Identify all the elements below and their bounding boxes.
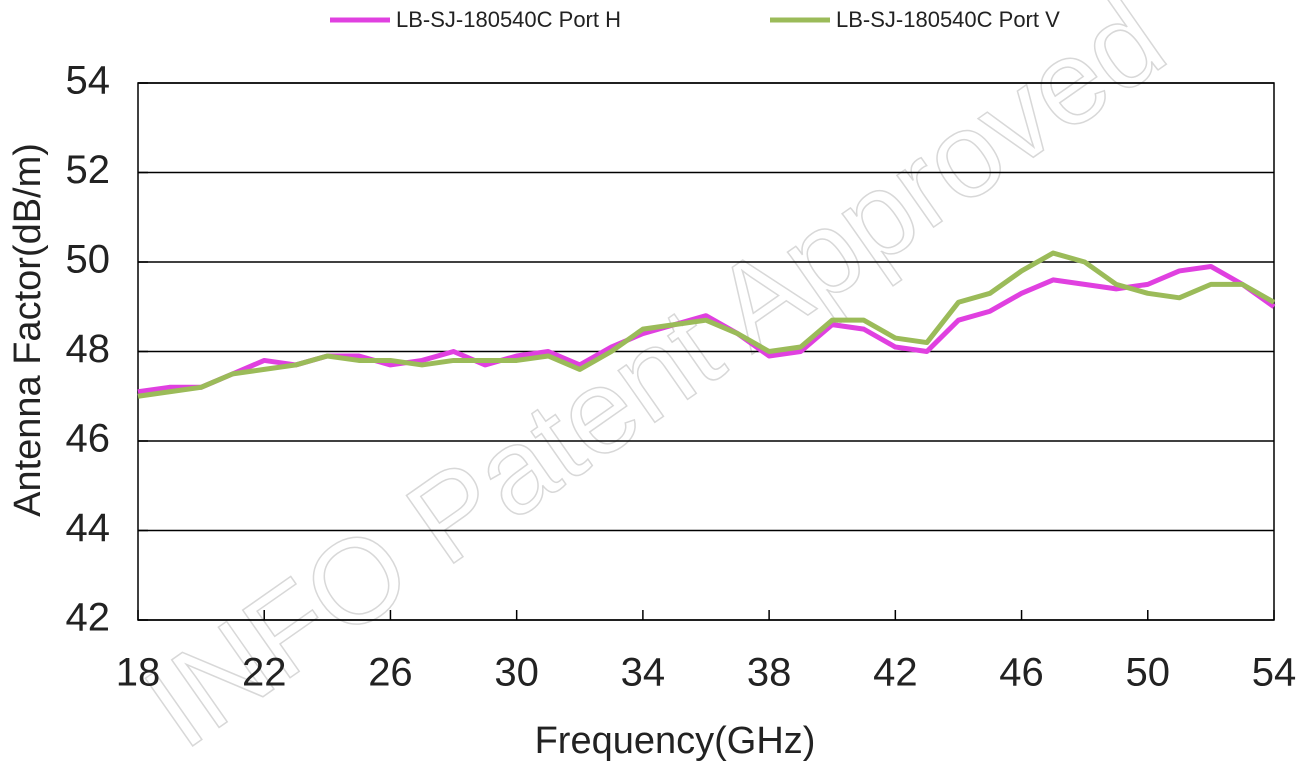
x-tick-label: 50: [1126, 651, 1171, 695]
x-tick-label: 22: [242, 651, 287, 695]
y-tick-label: 44: [66, 506, 111, 550]
y-tick-label: 52: [66, 148, 111, 192]
x-tick-label: 38: [747, 651, 792, 695]
y-tick-label: 54: [66, 59, 111, 103]
y-tick-label: 46: [66, 417, 111, 461]
series-line: [137, 250, 1276, 399]
y-axis-title: Antenna Factor(dB/m): [7, 143, 49, 517]
y-tick-label: 42: [66, 596, 111, 640]
x-tick-label: 34: [621, 651, 666, 695]
x-axis-title: Frequency(GHz): [535, 720, 816, 762]
x-tick-label: 46: [999, 651, 1044, 695]
plot-frame: [137, 82, 1275, 621]
x-tick-label: 30: [494, 651, 539, 695]
x-tick-label: 26: [368, 651, 413, 695]
x-tick-label: 18: [116, 651, 161, 695]
y-tick-label: 50: [66, 238, 111, 282]
x-tick-label: 54: [1252, 651, 1297, 695]
legend-label: LB-SJ-180540C Port V: [836, 7, 1060, 32]
x-tick-label: 42: [873, 651, 918, 695]
y-tick-label: 48: [66, 327, 111, 371]
legend-label: LB-SJ-180540C Port H: [396, 7, 621, 32]
